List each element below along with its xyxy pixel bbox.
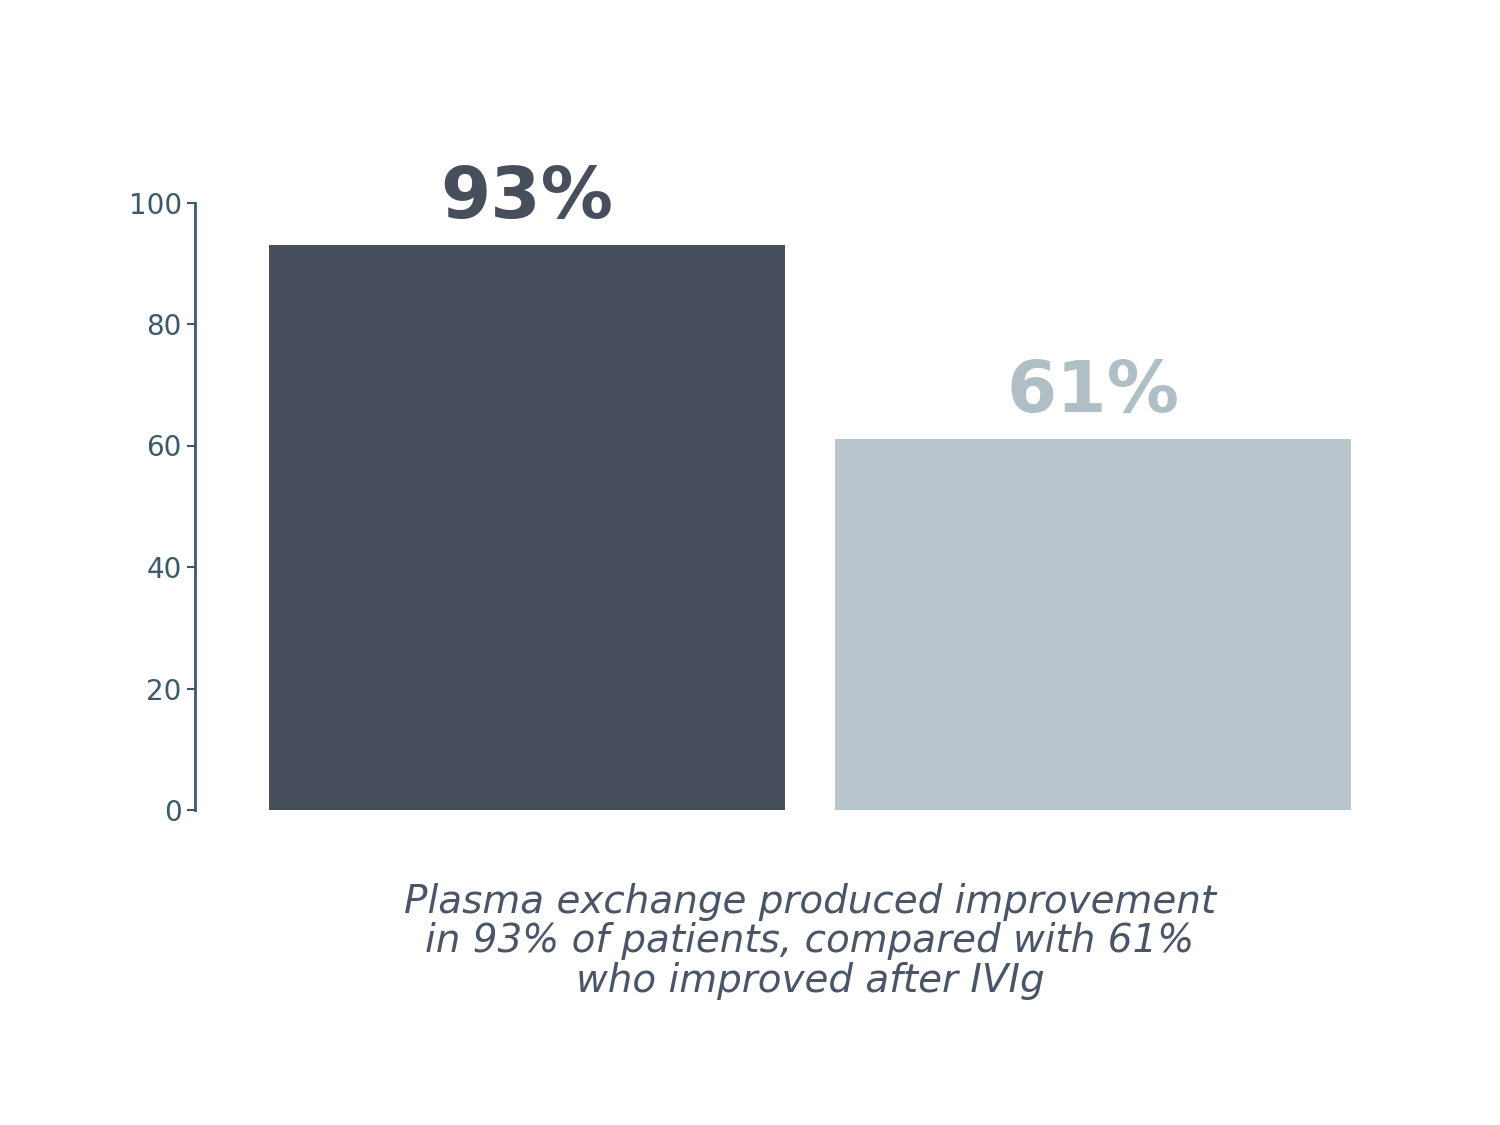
Text: 93%: 93%: [441, 164, 614, 233]
Bar: [268, 245, 786, 810]
Text: Plasma exchange produced improvement: Plasma exchange produced improvement: [404, 883, 1216, 921]
Text: in 93% of patients, compared with 61%: in 93% of patients, compared with 61%: [426, 922, 1194, 961]
Bar: [834, 440, 1352, 810]
Text: 61%: 61%: [1007, 358, 1179, 428]
Text: who improved after IVIg: who improved after IVIg: [576, 962, 1044, 1000]
